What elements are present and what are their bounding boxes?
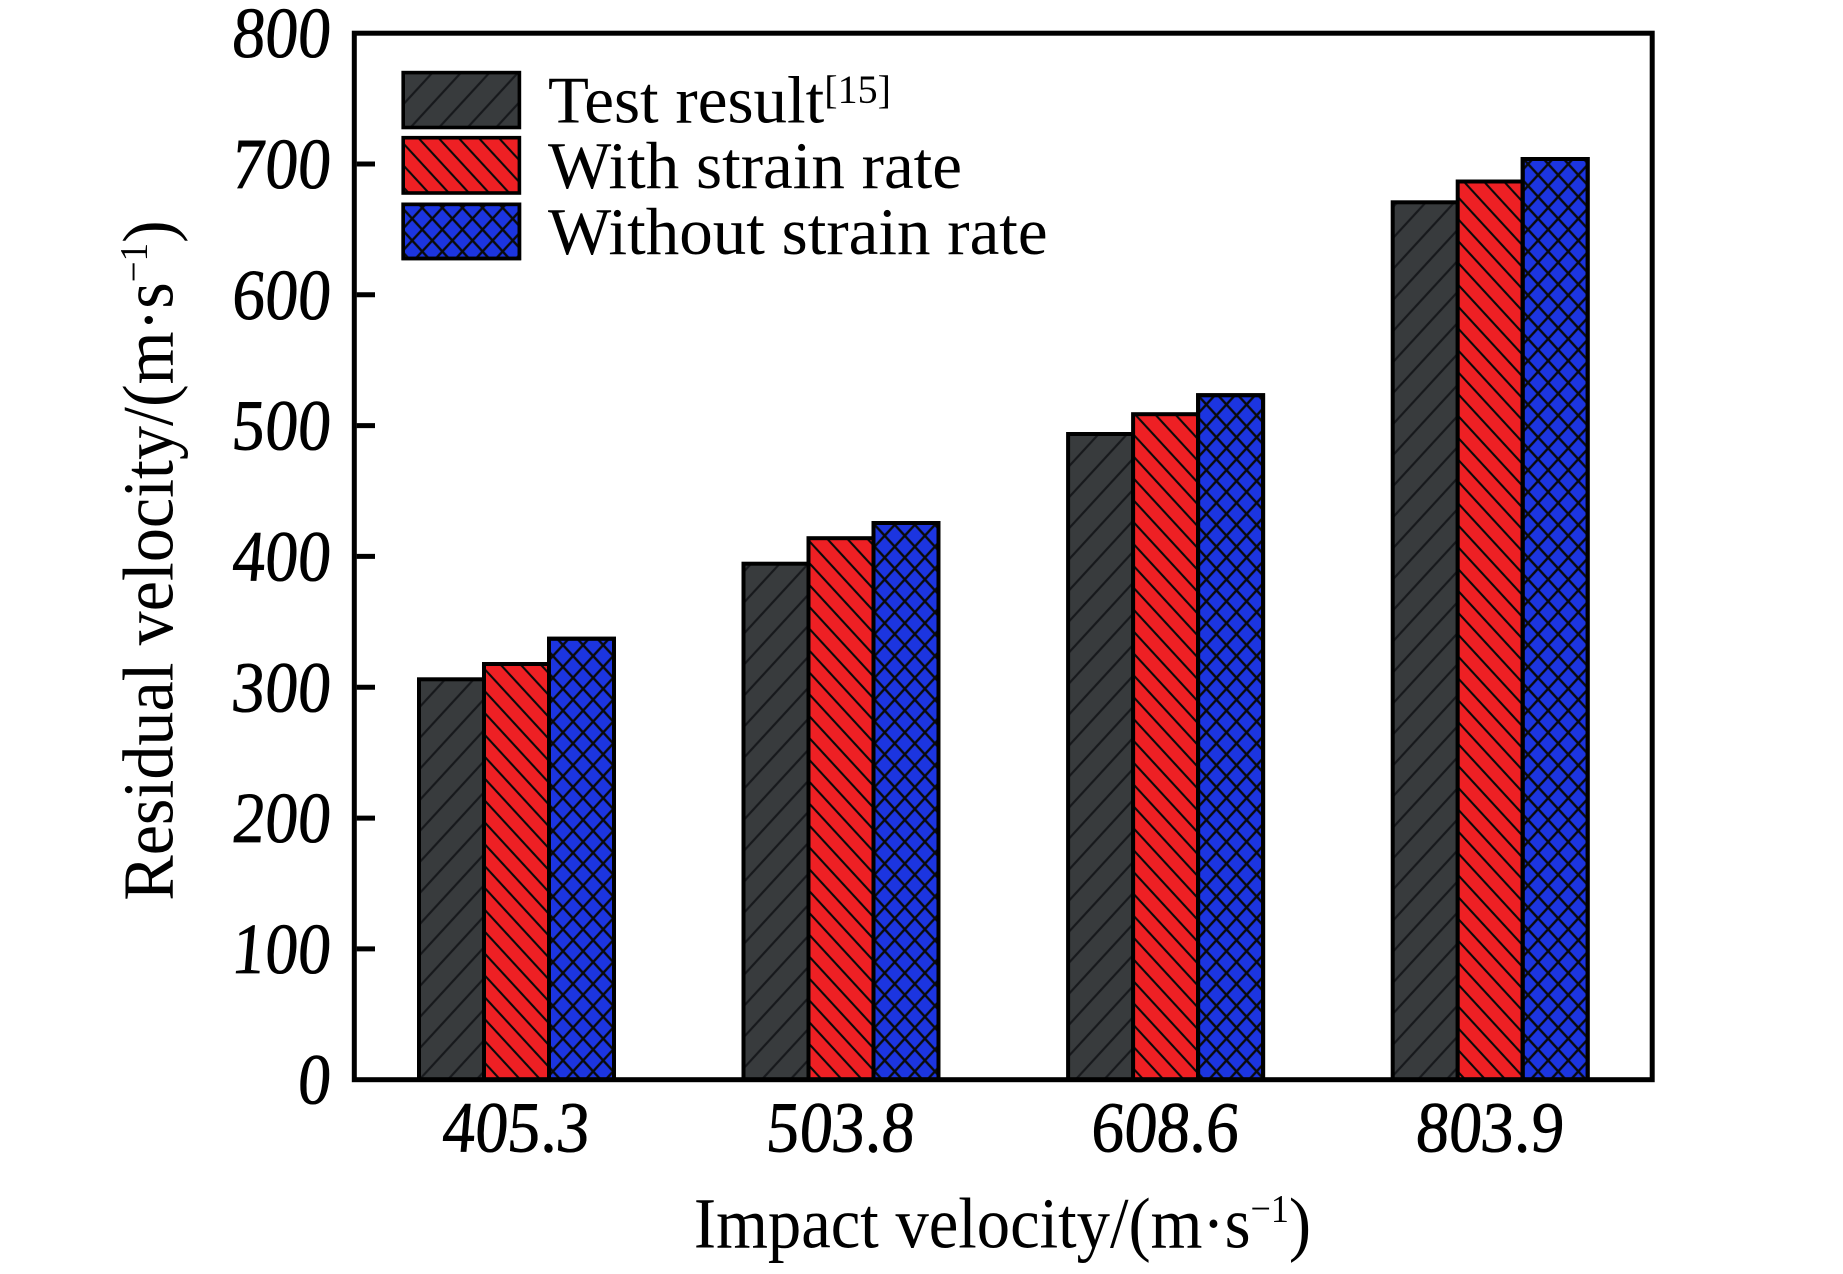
svg-text:503.8: 503.8 — [764, 1088, 917, 1167]
svg-text:700: 700 — [229, 124, 333, 203]
svg-text:800: 800 — [229, 0, 333, 73]
svg-text:400: 400 — [229, 517, 333, 596]
svg-text:803.9: 803.9 — [1413, 1088, 1566, 1167]
svg-text:608.6: 608.6 — [1088, 1088, 1242, 1167]
svg-text:200: 200 — [229, 778, 333, 857]
svg-text:Without strain rate: Without strain rate — [548, 195, 1048, 269]
svg-text:405.3: 405.3 — [439, 1088, 592, 1167]
svg-text:Impact velocity/(m·s−1): Impact velocity/(m·s−1) — [694, 1184, 1311, 1264]
svg-text:600: 600 — [229, 255, 333, 334]
svg-text:Residual velocity/(m·s−1): Residual velocity/(m·s−1) — [110, 220, 189, 900]
svg-text:500: 500 — [229, 386, 333, 465]
svg-text:With strain rate: With strain rate — [548, 129, 962, 203]
svg-text:300: 300 — [228, 648, 333, 727]
svg-text:0: 0 — [295, 1040, 333, 1119]
svg-text:100: 100 — [229, 909, 333, 988]
